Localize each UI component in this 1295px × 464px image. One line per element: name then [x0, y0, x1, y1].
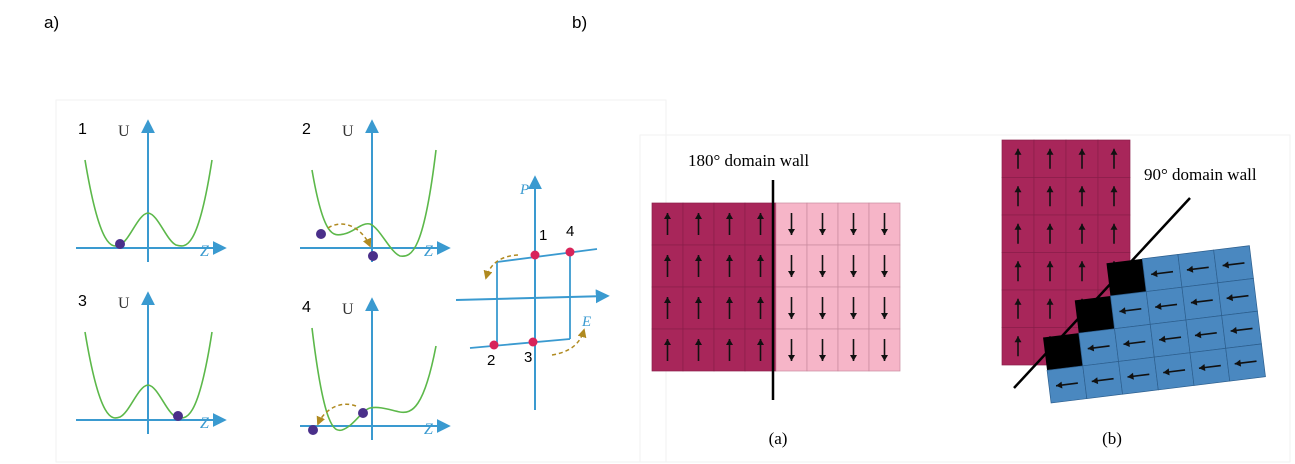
- axis-label: U: [342, 123, 354, 140]
- wall-label: 180° domain wall: [688, 151, 809, 170]
- panel-label: a): [44, 13, 59, 32]
- axis-label: U: [118, 123, 130, 140]
- axis-label: P: [519, 182, 529, 198]
- plot-number: 4: [302, 299, 311, 316]
- point-label: 1: [539, 227, 547, 244]
- axis-label: U: [118, 295, 130, 312]
- loop-point: [490, 341, 499, 350]
- plot-number: 3: [78, 293, 87, 310]
- transition-arrow: [318, 404, 356, 424]
- state-ball: [368, 251, 378, 261]
- transition-arrow: [328, 224, 370, 246]
- potential-curve: [312, 328, 436, 430]
- state-ball: [358, 408, 368, 418]
- state-ball: [115, 239, 125, 249]
- loop-line: [497, 249, 597, 262]
- axis: [456, 296, 607, 300]
- loop-point: [531, 251, 540, 260]
- potential-plots: 1 U Z 2 U Z 3 U Z 4 U Z: [76, 121, 448, 440]
- point-label: 3: [524, 349, 532, 366]
- potential-plot: 3 U Z: [76, 293, 224, 434]
- page: {"panel_a": {"label": "a)", "plots": [ {…: [0, 0, 1295, 464]
- caption: (a): [769, 429, 788, 448]
- potential-plot: 4 U Z: [300, 299, 448, 440]
- axis-label: Z: [200, 415, 210, 432]
- axis-label: U: [342, 301, 354, 318]
- hysteresis-loop: P E 1 4 2 3: [456, 178, 607, 410]
- potential-plot: 2 U Z: [300, 121, 448, 262]
- transition-arrow: [486, 255, 518, 278]
- state-ball: [308, 425, 318, 435]
- state-ball: [316, 229, 326, 239]
- plot-number: 2: [302, 121, 311, 138]
- potential-plot: 1 U Z: [76, 121, 224, 262]
- transition-arrow: [552, 330, 584, 355]
- wall-label: 90° domain wall: [1144, 165, 1257, 184]
- loop-point: [566, 248, 575, 257]
- loop-point: [529, 338, 538, 347]
- axis-label: Z: [200, 243, 210, 260]
- point-label: 2: [487, 352, 495, 369]
- caption: (b): [1102, 429, 1122, 448]
- figure: a) b) 1 U Z 2 U Z 3 U Z 4 U Z P E 1 4 2 3 180° domain wa…: [0, 0, 1295, 464]
- potential-curve: [312, 150, 436, 256]
- domain-180: [652, 180, 900, 400]
- plot-number: 1: [78, 121, 87, 138]
- state-ball: [173, 411, 183, 421]
- axis-label: Z: [424, 243, 434, 260]
- point-label: 4: [566, 223, 574, 240]
- wall-cell: [1106, 259, 1146, 296]
- axis-label: Z: [424, 421, 434, 438]
- axis-label: E: [581, 314, 591, 330]
- loop-line: [470, 339, 570, 348]
- panel-label: b): [572, 13, 587, 32]
